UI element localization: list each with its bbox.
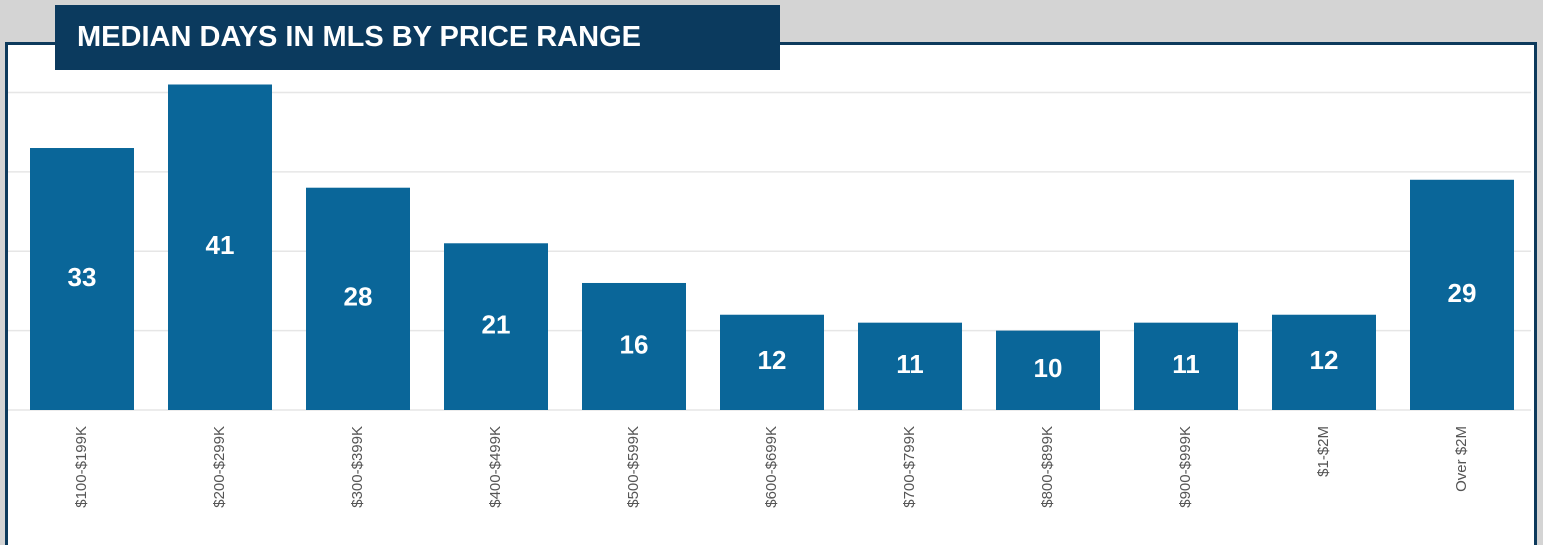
value-label: 29: [1448, 278, 1477, 308]
value-label: 16: [620, 329, 649, 359]
value-label: 41: [206, 230, 235, 260]
bar: [1410, 179, 1514, 410]
x-tick-label: $800-$899K: [1039, 426, 1056, 508]
chart-title: MEDIAN DAYS IN MLS BY PRICE RANGE: [55, 5, 780, 70]
bar: [306, 187, 410, 410]
bar: [1134, 322, 1238, 410]
bar: [168, 84, 272, 410]
x-tick-label: $400-$499K: [487, 426, 504, 508]
x-tick-label: $100-$199K: [73, 426, 90, 508]
value-label: 33: [68, 262, 97, 292]
value-label: 12: [1310, 345, 1339, 375]
bar: [720, 314, 824, 410]
bar: [582, 282, 686, 410]
value-label: 21: [482, 310, 511, 340]
bar: [858, 322, 962, 410]
x-tick-label: $700-$799K: [901, 426, 918, 508]
value-label: 12: [758, 345, 787, 375]
value-label: 11: [1172, 349, 1200, 379]
value-label: 11: [896, 349, 924, 379]
bar: [30, 148, 134, 410]
x-tick-label: $500-$599K: [625, 426, 642, 508]
x-tick-label: $1-$2M: [1315, 426, 1332, 477]
x-tick-label: $900-$999K: [1177, 426, 1194, 508]
x-tick-label: Over $2M: [1453, 426, 1470, 492]
value-label: 10: [1034, 353, 1063, 383]
x-tick-label: $200-$299K: [211, 426, 228, 508]
bar: [996, 330, 1100, 410]
x-tick-label: $300-$399K: [349, 426, 366, 508]
value-label: 28: [344, 282, 373, 312]
x-tick-label: $600-$699K: [763, 426, 780, 508]
bar: [444, 243, 548, 410]
bar: [1272, 314, 1376, 410]
